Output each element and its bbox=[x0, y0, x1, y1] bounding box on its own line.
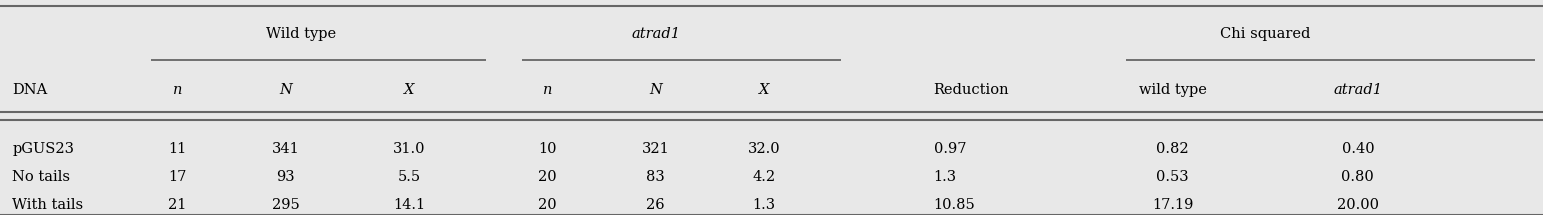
Text: No tails: No tails bbox=[12, 170, 71, 184]
Text: 341: 341 bbox=[272, 142, 299, 157]
Text: 4.2: 4.2 bbox=[753, 170, 775, 184]
Text: N: N bbox=[279, 83, 292, 97]
Text: Wild type: Wild type bbox=[265, 27, 336, 41]
Text: 0.53: 0.53 bbox=[1156, 170, 1190, 184]
Text: 0.82: 0.82 bbox=[1156, 142, 1190, 157]
Text: 0.40: 0.40 bbox=[1341, 142, 1375, 157]
Text: 0.97: 0.97 bbox=[934, 142, 966, 157]
Text: 20.00: 20.00 bbox=[1336, 198, 1379, 212]
Text: Reduction: Reduction bbox=[934, 83, 1009, 97]
Text: X: X bbox=[404, 83, 414, 97]
Text: Chi squared: Chi squared bbox=[1221, 27, 1310, 41]
Text: 1.3: 1.3 bbox=[934, 170, 957, 184]
Text: 31.0: 31.0 bbox=[392, 142, 426, 157]
Text: n: n bbox=[543, 83, 552, 97]
Text: 14.1: 14.1 bbox=[393, 198, 424, 212]
Text: 5.5: 5.5 bbox=[398, 170, 420, 184]
Text: atrad1: atrad1 bbox=[1333, 83, 1383, 97]
Text: 321: 321 bbox=[642, 142, 670, 157]
Text: 1.3: 1.3 bbox=[753, 198, 775, 212]
Text: pGUS23: pGUS23 bbox=[12, 142, 74, 157]
Text: 20: 20 bbox=[539, 170, 557, 184]
Text: 10: 10 bbox=[539, 142, 557, 157]
Text: 93: 93 bbox=[276, 170, 295, 184]
Text: 11: 11 bbox=[168, 142, 187, 157]
Text: atrad1: atrad1 bbox=[631, 27, 680, 41]
Text: 21: 21 bbox=[168, 198, 187, 212]
Text: N: N bbox=[650, 83, 662, 97]
Text: 295: 295 bbox=[272, 198, 299, 212]
Text: wild type: wild type bbox=[1139, 83, 1207, 97]
Text: 32.0: 32.0 bbox=[747, 142, 781, 157]
Text: n: n bbox=[173, 83, 182, 97]
Text: X: X bbox=[759, 83, 768, 97]
Text: With tails: With tails bbox=[12, 198, 83, 212]
Text: 83: 83 bbox=[647, 170, 665, 184]
Text: DNA: DNA bbox=[12, 83, 48, 97]
Text: 17: 17 bbox=[168, 170, 187, 184]
Text: 17.19: 17.19 bbox=[1153, 198, 1193, 212]
Text: 10.85: 10.85 bbox=[934, 198, 975, 212]
Text: 20: 20 bbox=[539, 198, 557, 212]
Text: 0.80: 0.80 bbox=[1341, 170, 1375, 184]
Text: 26: 26 bbox=[647, 198, 665, 212]
